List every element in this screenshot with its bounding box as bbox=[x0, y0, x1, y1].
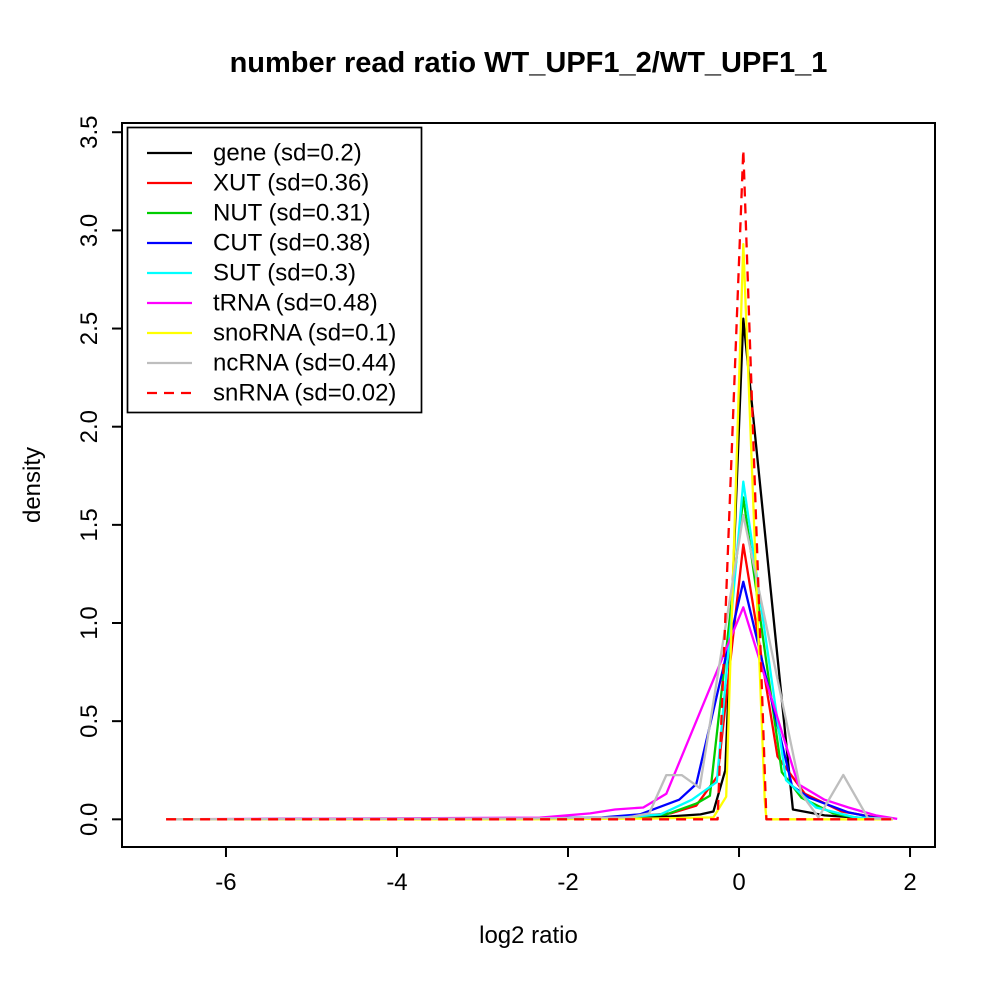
x-axis-label: log2 ratio bbox=[479, 922, 578, 949]
x-tick-label: 0 bbox=[732, 869, 745, 896]
series-tRNA bbox=[166, 606, 898, 821]
x-tick-label: -6 bbox=[215, 869, 236, 896]
x-tick-label: 2 bbox=[903, 869, 916, 896]
x-axis: -6 -4 -2 0 2 bbox=[215, 847, 917, 896]
legend-label-SUT: SUT (sd=0.3) bbox=[213, 260, 356, 287]
plot-box bbox=[121, 122, 936, 848]
series-ncRNA bbox=[166, 513, 893, 821]
series-line-ncRNA bbox=[166, 513, 893, 821]
series-line-SUT bbox=[166, 480, 893, 821]
y-tick-label: 3.5 bbox=[76, 116, 103, 149]
y-tick-label: 2.5 bbox=[76, 312, 103, 345]
series-XUT bbox=[166, 543, 893, 821]
y-tick-label: 0.5 bbox=[76, 705, 103, 738]
y-axis-label: density bbox=[19, 447, 46, 523]
y-tick-label: 3.0 bbox=[76, 214, 103, 247]
legend-label-gene: gene (sd=0.2) bbox=[213, 140, 362, 167]
x-tick-label: -2 bbox=[557, 869, 578, 896]
y-tick-label: 2.0 bbox=[76, 410, 103, 443]
y-axis: 0.0 0.5 1.0 1.5 2.0 2.5 3.0 3.5 bbox=[76, 116, 122, 836]
series-SUT bbox=[166, 480, 893, 821]
chart-title: number read ratio WT_UPF1_2/WT_UPF1_1 bbox=[230, 47, 828, 79]
legend: gene (sd=0.2) XUT (sd=0.36) NUT (sd=0.31) C… bbox=[126, 126, 423, 414]
x-tick-label: -4 bbox=[386, 869, 407, 896]
legend-label-snoRNA: snoRNA (sd=0.1) bbox=[213, 320, 396, 347]
y-tick-label: 1.0 bbox=[76, 606, 103, 639]
series-line-CUT bbox=[166, 580, 893, 821]
legend-label-NUT: NUT (sd=0.31) bbox=[213, 200, 371, 227]
series-line-tRNA bbox=[166, 606, 898, 821]
legend-label-tRNA: tRNA (sd=0.48) bbox=[213, 290, 378, 317]
legend-box bbox=[126, 126, 423, 414]
legend-label-XUT: XUT (sd=0.36) bbox=[213, 170, 369, 197]
y-tick-label: 1.5 bbox=[76, 508, 103, 541]
series-CUT bbox=[166, 580, 893, 821]
series-line-XUT bbox=[166, 543, 893, 821]
plot-area: -6 -4 -2 0 2 0.0 0.5 1.0 1.5 2.0 2.5 3.0 3.5 gene (sd… bbox=[76, 116, 936, 896]
legend-label-CUT: CUT (sd=0.38) bbox=[213, 230, 371, 257]
y-tick-label: 0.0 bbox=[76, 803, 103, 836]
legend-label-ncRNA: ncRNA (sd=0.44) bbox=[213, 350, 396, 377]
legend-label-snRNA: snRNA (sd=0.02) bbox=[213, 380, 396, 407]
